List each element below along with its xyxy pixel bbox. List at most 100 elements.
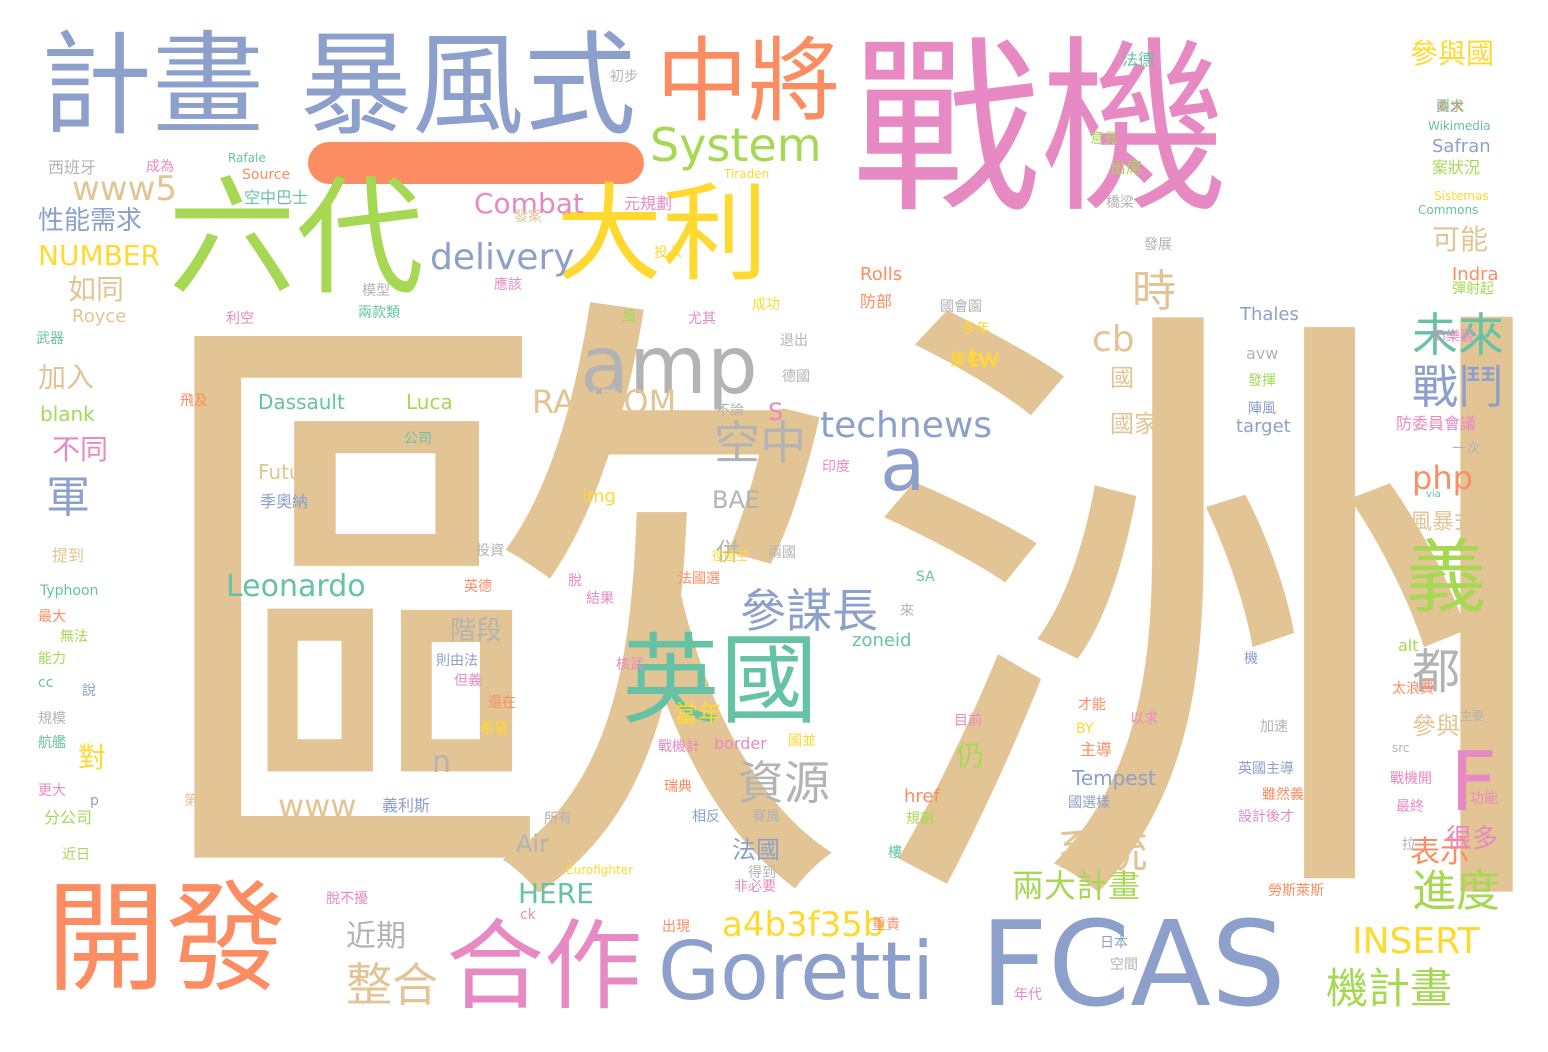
word: 德國 bbox=[782, 369, 810, 385]
word: 則由法 bbox=[436, 653, 478, 669]
word: 投資 bbox=[476, 543, 504, 559]
word: 整合 bbox=[346, 958, 438, 1012]
word: Typhoon bbox=[40, 583, 99, 599]
word: 退出 bbox=[780, 333, 808, 349]
word: 法國 bbox=[732, 836, 780, 864]
word: 重責 bbox=[872, 917, 900, 933]
word: 非必要 bbox=[734, 879, 776, 895]
word: NUMBER bbox=[38, 239, 160, 272]
word: Source bbox=[242, 167, 291, 183]
word: Dassault bbox=[258, 390, 345, 414]
word: www bbox=[278, 787, 357, 825]
word: src bbox=[1392, 741, 1410, 755]
word: 合作 bbox=[446, 910, 643, 1024]
word: 如同 bbox=[68, 273, 125, 306]
word: 勞斯萊斯 bbox=[1268, 883, 1324, 899]
orange-bar-shape bbox=[308, 142, 644, 184]
word: 應該 bbox=[494, 277, 522, 293]
word: alt bbox=[1398, 636, 1419, 655]
word: 參與 bbox=[1412, 712, 1460, 740]
word: 戰鬥 bbox=[1412, 360, 1504, 414]
word: 提到 bbox=[52, 546, 85, 565]
word: 多年 bbox=[962, 321, 990, 337]
word: Air bbox=[516, 830, 549, 858]
word: 都 bbox=[1412, 644, 1461, 700]
word: 機計畫 bbox=[1326, 964, 1453, 1013]
word: Tempest bbox=[1072, 766, 1156, 790]
word: 性能需求 bbox=[38, 206, 143, 236]
word: 不論 bbox=[716, 403, 744, 419]
word: 利空 bbox=[226, 311, 254, 327]
word: 橋梁 bbox=[1106, 195, 1134, 211]
word: 飛及 bbox=[180, 393, 208, 409]
word: 分公司 bbox=[44, 808, 93, 827]
word: 才能 bbox=[1078, 697, 1106, 713]
word: Tiraden bbox=[724, 167, 770, 181]
word: 成為 bbox=[146, 159, 174, 175]
word: 元規劃 bbox=[624, 194, 673, 213]
word: 機 bbox=[1244, 651, 1258, 667]
word: 公司 bbox=[404, 431, 432, 447]
word: 發案 bbox=[514, 209, 542, 225]
word: n bbox=[432, 745, 452, 780]
word: SA bbox=[916, 569, 935, 585]
word: Rafale bbox=[228, 151, 266, 165]
word: 義 bbox=[1406, 531, 1486, 624]
word: 系統 bbox=[1056, 824, 1148, 878]
word: via bbox=[1426, 489, 1441, 500]
word: 功能 bbox=[1470, 791, 1498, 807]
word: 法國選 bbox=[678, 571, 720, 587]
word: 兩大 bbox=[1436, 99, 1464, 115]
word: 空中 bbox=[714, 416, 806, 470]
word: 防部 bbox=[860, 292, 893, 311]
word: p bbox=[90, 793, 99, 809]
word: 還在 bbox=[488, 695, 516, 711]
word: 日本 bbox=[1100, 935, 1128, 951]
word: 英德 bbox=[464, 579, 492, 595]
word: 義利斯 bbox=[382, 796, 431, 815]
word: 年代 bbox=[1014, 987, 1042, 1003]
word: 賽風 bbox=[752, 809, 780, 825]
word: 模型 bbox=[362, 283, 390, 299]
word: 主要 bbox=[1460, 709, 1485, 723]
word: 相反 bbox=[692, 809, 720, 825]
word: 最大 bbox=[38, 609, 66, 625]
word: amp bbox=[580, 319, 758, 412]
word: 中將 bbox=[656, 28, 841, 135]
word: 出席 bbox=[1110, 158, 1143, 177]
word: 計畫 bbox=[40, 21, 264, 151]
word: 兩款類 bbox=[358, 305, 400, 321]
word: 時 bbox=[1132, 266, 1176, 317]
word: 加速 bbox=[1260, 719, 1288, 735]
word: 成功 bbox=[752, 297, 780, 313]
word: 近期 bbox=[346, 919, 406, 954]
word: delivery bbox=[430, 237, 575, 278]
word: 目前 bbox=[954, 713, 982, 729]
word: 仍樂觀 bbox=[1432, 329, 1474, 345]
word: 戰機開 bbox=[1390, 771, 1432, 787]
word: 核武 bbox=[616, 657, 644, 673]
word: 國家 bbox=[1110, 410, 1158, 438]
word: 當年 bbox=[674, 700, 722, 728]
word: 投入 bbox=[654, 245, 682, 261]
word: 近日 bbox=[62, 847, 90, 863]
word: 一次 bbox=[1452, 441, 1480, 457]
word: tw bbox=[968, 344, 1000, 374]
word: 法德 bbox=[1122, 50, 1155, 69]
word: 資源 bbox=[738, 756, 830, 810]
word: 風暴式 bbox=[1410, 510, 1477, 535]
word: border bbox=[714, 734, 767, 753]
word: 空中巴士 bbox=[244, 188, 309, 207]
word: 主導 bbox=[1080, 740, 1113, 759]
word: 來 bbox=[900, 603, 914, 619]
word: 印度 bbox=[822, 459, 850, 475]
word: Sistemas bbox=[1434, 189, 1489, 203]
word: 規模 bbox=[38, 711, 66, 727]
word: Commons bbox=[1418, 203, 1479, 217]
word: 發展 bbox=[1144, 237, 1172, 253]
word: a bbox=[880, 422, 926, 508]
word: S bbox=[768, 398, 784, 426]
word: 要求 bbox=[1436, 99, 1464, 115]
word: 國 bbox=[1110, 364, 1134, 392]
word: 不同 bbox=[52, 433, 109, 466]
